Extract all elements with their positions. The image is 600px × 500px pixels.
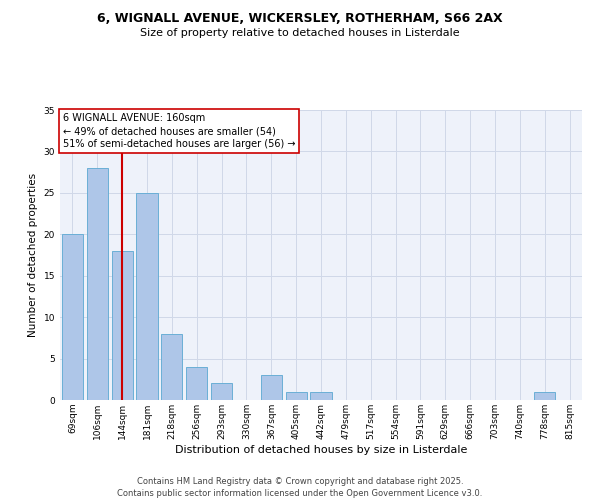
Text: 6 WIGNALL AVENUE: 160sqm
← 49% of detached houses are smaller (54)
51% of semi-d: 6 WIGNALL AVENUE: 160sqm ← 49% of detach… [62,113,295,150]
Bar [261,375,282,400]
Bar [112,251,133,400]
Text: 6, WIGNALL AVENUE, WICKERSLEY, ROTHERHAM, S66 2AX: 6, WIGNALL AVENUE, WICKERSLEY, ROTHERHAM… [97,12,503,26]
Bar [87,168,108,400]
Text: Contains HM Land Registry data © Crown copyright and database right 2025.
Contai: Contains HM Land Registry data © Crown c… [118,476,482,498]
Bar [161,334,182,400]
Bar [534,392,555,400]
Bar [286,392,307,400]
Y-axis label: Number of detached properties: Number of detached properties [28,173,38,337]
Bar [62,234,83,400]
Bar [211,384,232,400]
Bar [186,367,207,400]
X-axis label: Distribution of detached houses by size in Listerdale: Distribution of detached houses by size … [175,444,467,454]
Bar [310,392,332,400]
Bar [136,193,158,400]
Text: Size of property relative to detached houses in Listerdale: Size of property relative to detached ho… [140,28,460,38]
